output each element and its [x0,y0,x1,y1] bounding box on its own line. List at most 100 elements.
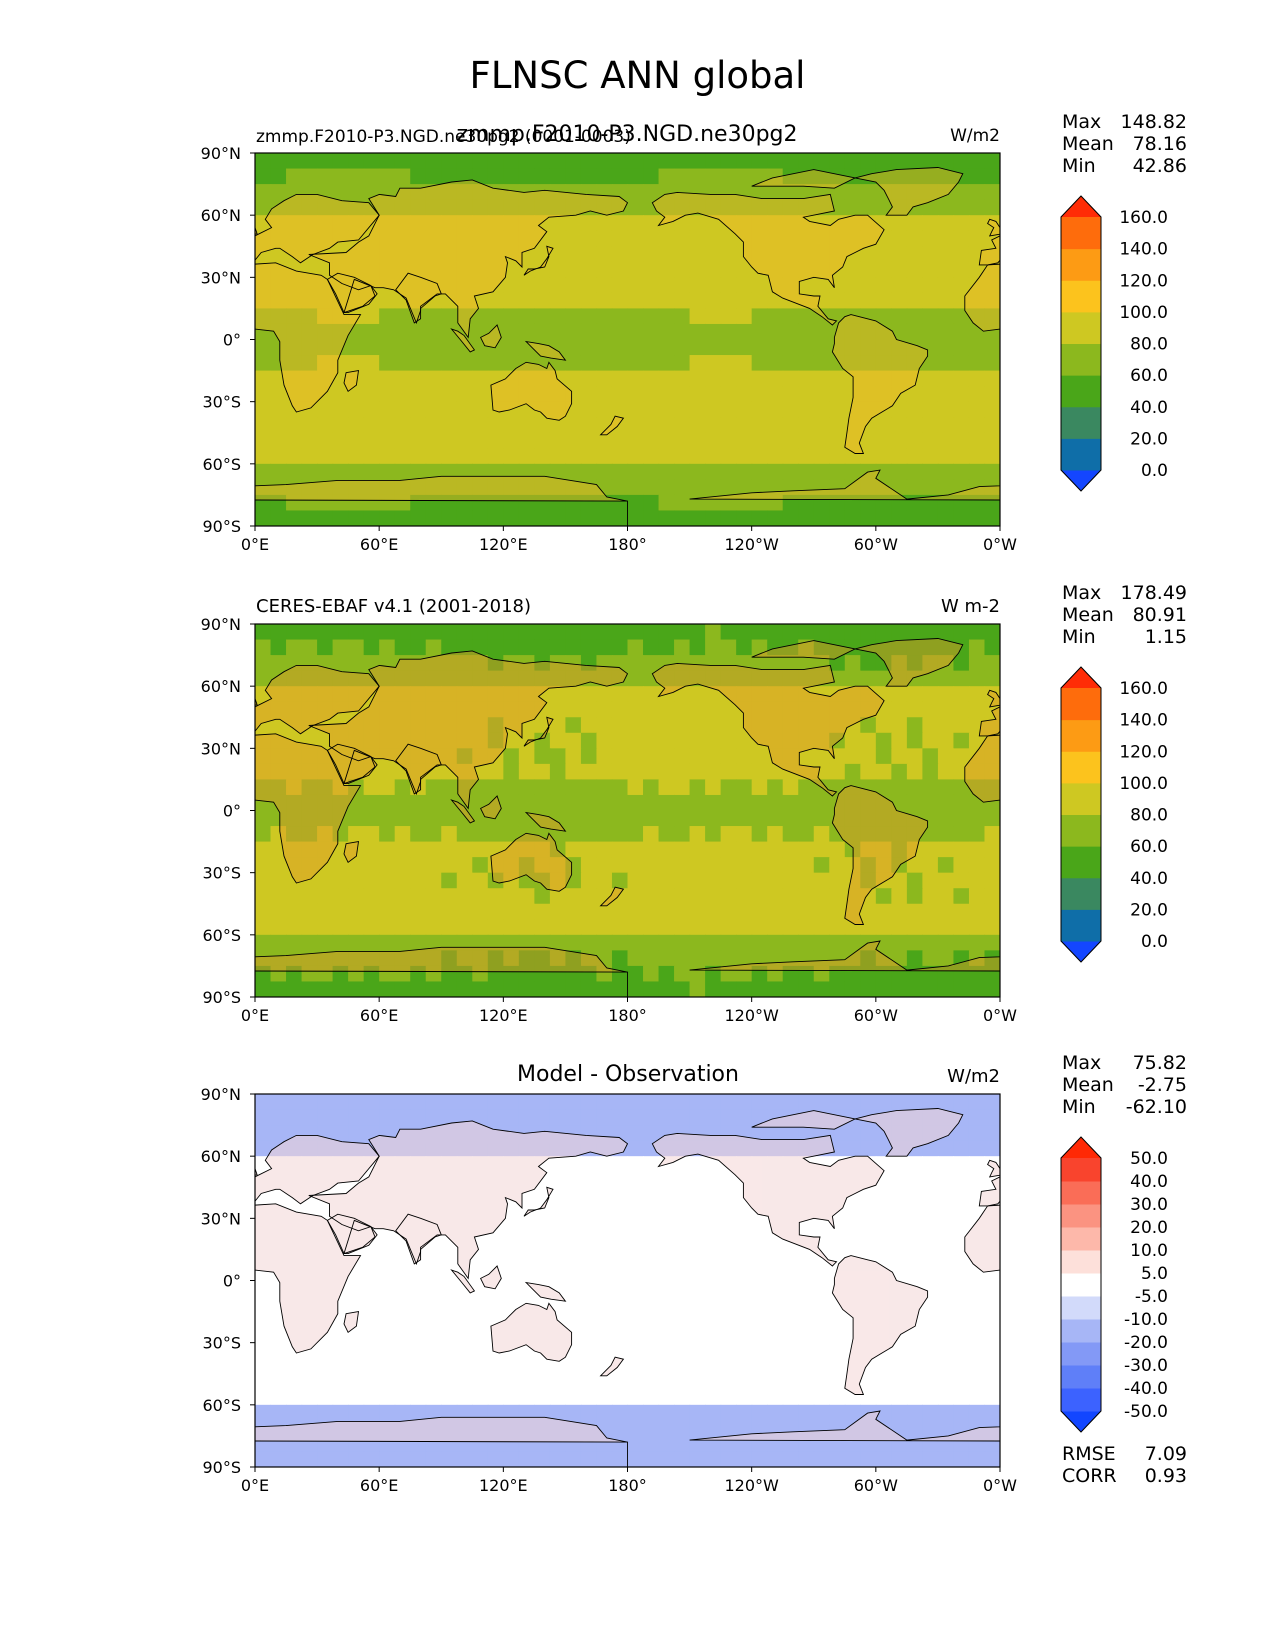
field-cell [410,339,427,356]
field-cell [937,1327,955,1344]
field-cell [580,1280,598,1297]
field-cell [456,950,473,967]
field-cell [627,1109,644,1126]
field-cell [363,1404,380,1421]
field-cell [549,463,567,480]
field-cell [953,826,970,843]
field-cell [674,448,691,465]
field-cell [658,794,675,812]
field-cell [720,981,737,997]
field-cell [829,732,846,749]
field-cell [860,355,877,372]
field-cell [674,246,691,263]
field-cell [906,1389,923,1406]
field-cell [580,1342,598,1359]
field-cell [829,1327,846,1344]
field-cell [270,794,287,812]
field-cell [968,841,986,858]
field-cell [596,277,613,294]
field-cell [643,686,660,703]
field-cell [922,1187,939,1204]
field-cell [627,919,644,936]
field-cell [736,1280,753,1297]
field-cell [968,655,986,672]
field-cell [767,230,784,247]
field-cell [301,494,318,512]
field-cell [891,1264,908,1282]
land-fill-new-zealand [600,1357,624,1376]
colorbar-extend-max [1061,196,1101,217]
field-cell [348,686,365,703]
field-cell [286,965,303,983]
field-cell [255,184,272,201]
colorbar-tick-label: 0.0 [1141,461,1168,481]
field-cell [332,1389,349,1406]
field-cell [658,624,675,641]
field-cell [767,919,784,936]
field-cell [410,794,427,812]
colorbar-outline [1060,195,1102,492]
coastline-europe-wrap [978,235,1000,266]
field-cell [705,934,722,951]
field-cell [705,292,722,310]
field-cell [565,308,582,325]
field-cell [456,448,473,465]
field-cell [968,386,986,403]
field-cell [627,1435,644,1453]
field-cell [255,230,272,247]
test-field-map [255,153,1000,526]
field-cell [844,624,861,641]
field-cell [503,246,520,263]
field-cell [565,1389,582,1406]
field-cell [798,1280,815,1297]
field-cell [767,261,784,278]
field-cell [875,370,892,387]
field-cell [549,1264,567,1282]
field-cell [301,1109,318,1126]
field-cell [844,872,861,889]
field-cell [767,748,784,765]
field-cell [798,1389,815,1406]
field-cell [906,624,923,641]
field-cell [580,308,598,325]
field-cell [937,1373,955,1390]
field-cell [503,1451,520,1467]
field-cell [953,965,970,983]
field-cell [487,686,504,703]
field-cell [348,965,365,983]
field-cell [705,903,722,920]
field-cell [891,670,908,687]
field-cell [410,401,427,418]
field-cell [425,717,442,734]
field-cell [286,199,303,216]
field-cell [596,1094,613,1111]
field-cell [518,292,535,310]
field-cell [596,494,613,512]
field-cell [580,1202,598,1219]
field-cell [953,857,970,874]
field-cell [270,624,287,641]
field-cell [891,655,908,672]
field-cell [363,1327,380,1344]
field-cell [441,1264,458,1282]
field-cell [565,1218,582,1235]
field-cell [767,1342,784,1359]
field-cell [844,510,861,526]
field-cell [798,701,815,718]
field-cell [751,463,768,480]
field-cell [798,168,815,185]
field-cell [922,463,939,480]
field-cell [860,1187,877,1204]
field-cell [860,1233,877,1251]
field-cell [643,655,660,672]
field-cell [689,292,706,310]
field-cell [736,1389,753,1406]
field-cell [565,386,582,403]
field-cell [518,168,535,185]
field-cell [689,386,706,403]
field-cell [674,417,691,434]
field-cell [379,1342,396,1359]
field-cell [813,463,830,480]
field-cell [798,417,815,434]
field-cell [658,463,675,480]
